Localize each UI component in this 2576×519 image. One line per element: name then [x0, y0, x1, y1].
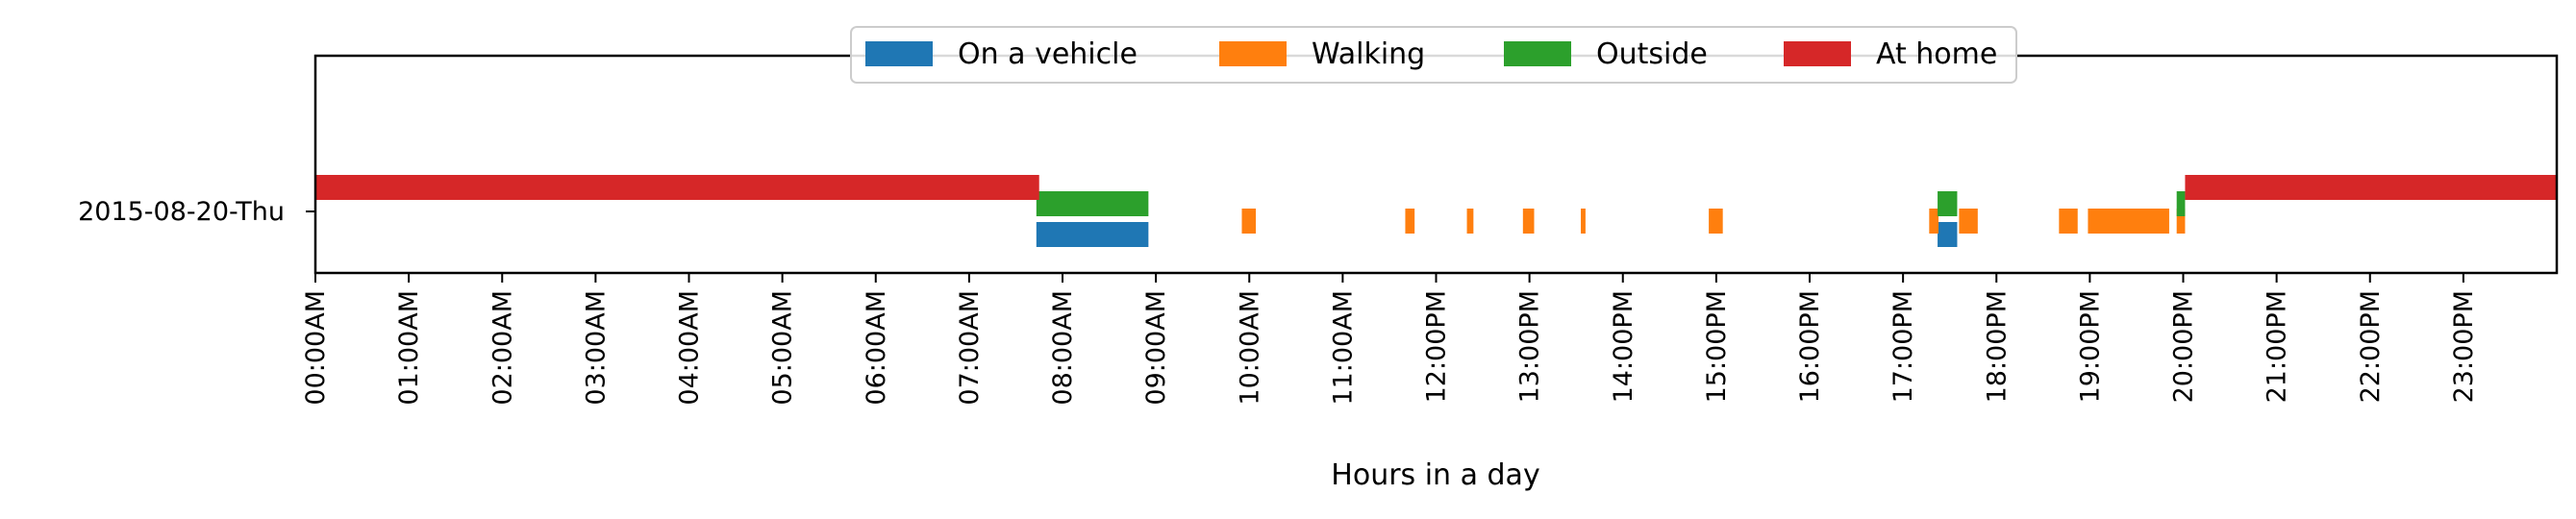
x-tick-label: 18:00PM — [1982, 290, 2012, 403]
bar-outside-0 — [1036, 191, 1149, 216]
bar-walking-4 — [1581, 209, 1586, 234]
x-tick-label: 03:00AM — [581, 290, 611, 406]
bars-layer — [315, 175, 2557, 247]
x-tick-label: 14:00PM — [1609, 290, 1638, 403]
bar-walking-10 — [2176, 209, 2186, 234]
bar-walking-6 — [1929, 209, 1939, 234]
x-tick-label: 10:00AM — [1235, 290, 1264, 406]
legend-swatch-at-home — [1784, 41, 1851, 66]
legend-label-on-a-vehicle: On a vehicle — [958, 37, 1138, 71]
x-tick-label: 01:00AM — [394, 290, 424, 406]
bar-walking-0 — [1241, 209, 1257, 234]
x-tick-label: 16:00PM — [1795, 290, 1825, 403]
x-tick-label: 09:00AM — [1141, 290, 1171, 406]
bar-at-home-1 — [2185, 175, 2557, 200]
x-tick-label: 06:00AM — [862, 290, 891, 406]
legend-swatch-on-a-vehicle — [865, 41, 933, 66]
x-tick-label: 22:00PM — [2356, 290, 2386, 403]
legend-label-outside: Outside — [1596, 37, 1708, 71]
bar-on-a-vehicle-0 — [1036, 222, 1149, 247]
x-tick-label: 11:00AM — [1328, 290, 1358, 406]
x-tick-label: 07:00AM — [955, 290, 985, 406]
x-tick-label: 19:00PM — [2075, 290, 2105, 403]
legend-swatch-walking — [1219, 41, 1287, 66]
x-axis-ticks: 00:00AM 01:00AM 02:00AM 03:00AM 04:00AM 05:00… — [301, 273, 2479, 406]
x-tick-label: 00:00AM — [301, 290, 331, 406]
legend-label-at-home: At home — [1876, 37, 1997, 71]
legend: On a vehicle Walking Outside At home — [850, 26, 2017, 84]
bar-at-home-0 — [315, 175, 1039, 200]
bar-on-a-vehicle-1 — [1938, 222, 1958, 247]
x-tick-label: 04:00AM — [675, 290, 705, 406]
bar-walking-1 — [1405, 209, 1415, 234]
x-tick-label: 12:00PM — [1422, 290, 1452, 403]
x-tick-label: 20:00PM — [2169, 290, 2199, 403]
x-axis-label: Hours in a day — [1331, 458, 1539, 492]
plot-frame — [313, 54, 2559, 275]
x-tick-label: 13:00PM — [1515, 290, 1545, 403]
row-label: 2015-08-20-Thu — [78, 197, 285, 227]
bar-walking-5 — [1709, 209, 1723, 234]
x-tick-label: 05:00AM — [768, 290, 798, 406]
bar-walking-2 — [1466, 209, 1474, 234]
bar-walking-7 — [1959, 209, 1978, 234]
bar-outside-2 — [2176, 191, 2186, 216]
x-tick-label: 23:00PM — [2449, 290, 2479, 403]
bar-outside-1 — [1938, 191, 1958, 216]
x-tick-label: 15:00PM — [1702, 290, 1732, 403]
bar-walking-9 — [2088, 209, 2169, 234]
x-tick-label: 02:00AM — [488, 290, 517, 406]
legend-label-walking: Walking — [1312, 37, 1425, 71]
legend-frame — [850, 26, 2017, 84]
bar-walking-8 — [2059, 209, 2078, 234]
legend-swatch-outside — [1504, 41, 1571, 66]
x-tick-label: 21:00PM — [2263, 290, 2292, 403]
x-tick-label: 17:00PM — [1888, 290, 1918, 403]
x-tick-label: 08:00AM — [1048, 290, 1078, 406]
bar-walking-3 — [1522, 209, 1535, 234]
